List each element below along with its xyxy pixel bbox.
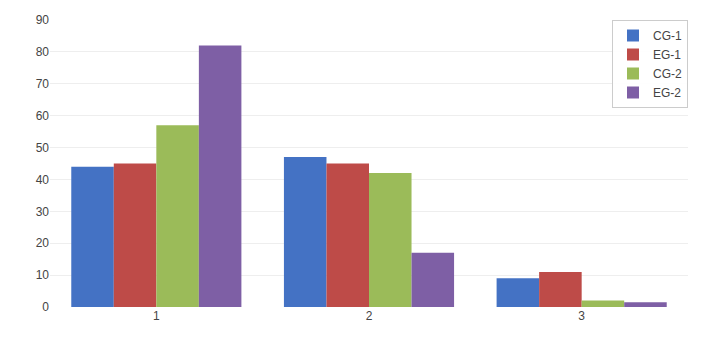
svg-text:EG-2: EG-2 bbox=[653, 86, 681, 100]
svg-text:0: 0 bbox=[42, 300, 49, 314]
svg-text:60: 60 bbox=[36, 109, 50, 123]
svg-text:80: 80 bbox=[36, 45, 50, 59]
svg-text:EG-1: EG-1 bbox=[653, 48, 681, 62]
svg-text:20: 20 bbox=[36, 236, 50, 250]
svg-text:70: 70 bbox=[36, 77, 50, 91]
svg-text:10: 10 bbox=[36, 268, 50, 282]
svg-text:1: 1 bbox=[153, 309, 160, 323]
svg-text:40: 40 bbox=[36, 173, 50, 187]
svg-text:3: 3 bbox=[578, 309, 585, 323]
svg-text:2: 2 bbox=[366, 309, 373, 323]
svg-text:90: 90 bbox=[36, 13, 50, 27]
svg-text:CG-1: CG-1 bbox=[653, 29, 682, 43]
svg-text:CG-2: CG-2 bbox=[653, 67, 682, 81]
svg-text:50: 50 bbox=[36, 141, 50, 155]
svg-text:30: 30 bbox=[36, 205, 50, 219]
